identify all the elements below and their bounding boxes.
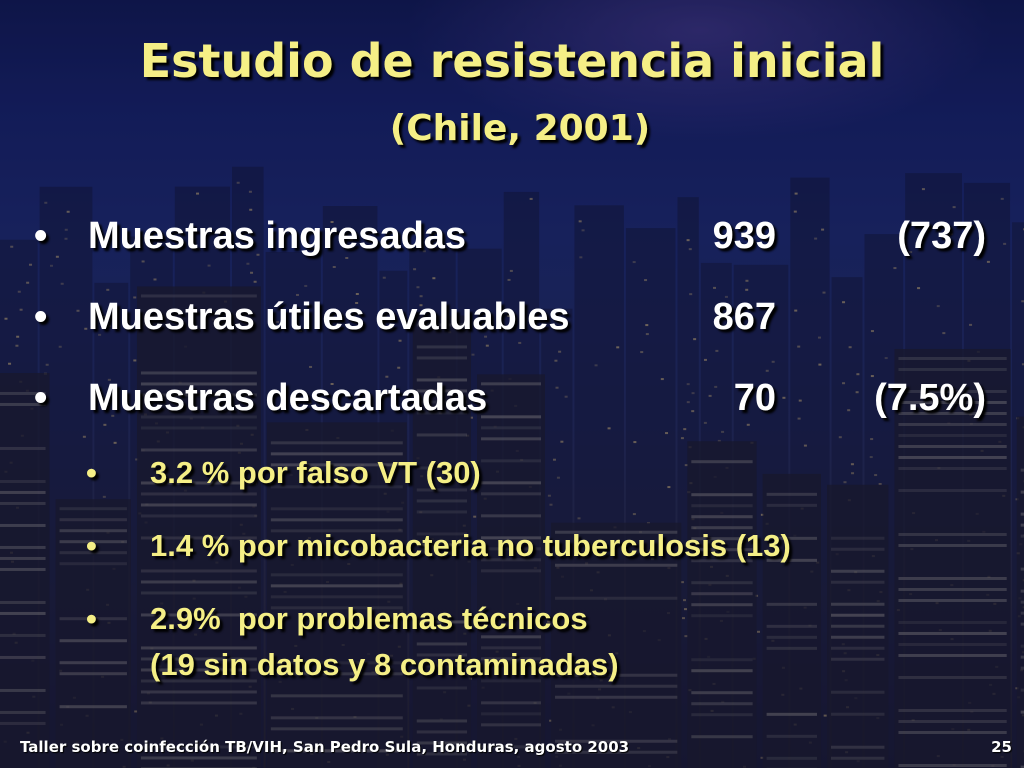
sub-bullet-marker: • (86, 528, 97, 563)
bullet-note-discarded-samples: (7.5%) (874, 377, 986, 419)
footer-text: Taller sobre coinfección TB/VIH, San Ped… (20, 738, 630, 756)
bullet-value-usable-samples: 867 (712, 296, 776, 338)
bullet-label-discarded-samples: Muestras descartadas (88, 377, 488, 419)
bullet-marker: • (34, 215, 48, 257)
bullet-value-discarded-samples: 70 (733, 377, 776, 419)
bullet-note-samples-received: (737) (897, 215, 986, 257)
sub-bullet-technical-detail: (19 sin datos y 8 contaminadas) (150, 647, 619, 682)
page-number: 25 (991, 738, 1012, 756)
bullet-marker: • (34, 377, 48, 419)
bullet-label-usable-samples: Muestras útiles evaluables (88, 296, 570, 338)
sub-bullet-ntm: 1.4 % por micobacteria no tuberculosis (… (150, 528, 791, 563)
sub-bullet-marker: • (86, 601, 97, 636)
sub-bullet-technical-problems: 2.9% por problemas técnicos (150, 601, 588, 636)
slide-subtitle: (Chile, 2001) (389, 108, 651, 149)
sub-bullet-false-vt: 3.2 % por falso VT (30) (150, 455, 481, 490)
bullet-label-samples-received: Muestras ingresadas (88, 215, 467, 257)
sub-bullet-marker: • (86, 455, 97, 490)
slide-title: Estudio de resistencia inicial (139, 34, 885, 88)
bullet-value-samples-received: 939 (712, 215, 776, 257)
bullet-marker: • (34, 296, 48, 338)
